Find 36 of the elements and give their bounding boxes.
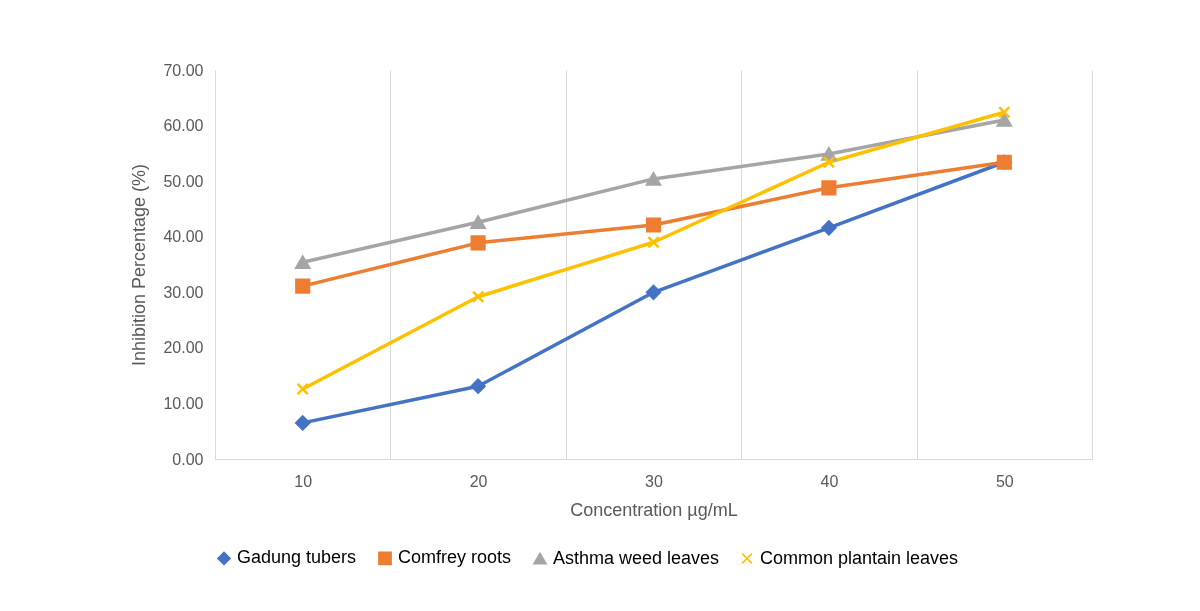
legend-label: Common plantain leaves (760, 547, 959, 568)
point (295, 255, 311, 269)
y-tick-label: 20.00 (163, 339, 204, 357)
x-tick-label: 40 (820, 472, 839, 490)
y-tick-label: 40.00 (163, 228, 204, 246)
x-tick-label: 20 (469, 472, 488, 490)
x-axis-title: Concentration µg/mL (570, 499, 738, 520)
y-axis-title: Inhibition Percentage (%) (129, 163, 150, 367)
y-tick-label: 50.00 (163, 172, 204, 190)
y-tick-label: 70.00 (163, 61, 204, 79)
point (295, 415, 311, 431)
point (645, 217, 662, 233)
point (996, 113, 1012, 127)
point (645, 284, 662, 300)
y-tick-label: 30.00 (163, 283, 204, 301)
point (470, 378, 486, 394)
point (647, 235, 660, 249)
y-tick-label: 0.00 (172, 450, 204, 468)
point (295, 278, 311, 294)
point (822, 155, 836, 169)
y-tick-label: 10.00 (163, 394, 204, 412)
point (997, 105, 1011, 119)
x-tick-label: 10 (294, 472, 313, 490)
point (821, 220, 837, 236)
point (471, 290, 485, 304)
point (296, 382, 310, 396)
legend-label: Gadung tubers (237, 547, 357, 568)
x-tick-label: 30 (645, 472, 663, 490)
point (645, 172, 662, 186)
legend-label: Asthma weed leaves (553, 547, 720, 568)
point (821, 180, 837, 196)
point (470, 215, 486, 229)
y-tick-label: 60.00 (163, 117, 204, 135)
legend-label: Comfrey roots (398, 547, 512, 568)
x-tick-label: 50 (995, 472, 1014, 490)
point (470, 235, 486, 251)
